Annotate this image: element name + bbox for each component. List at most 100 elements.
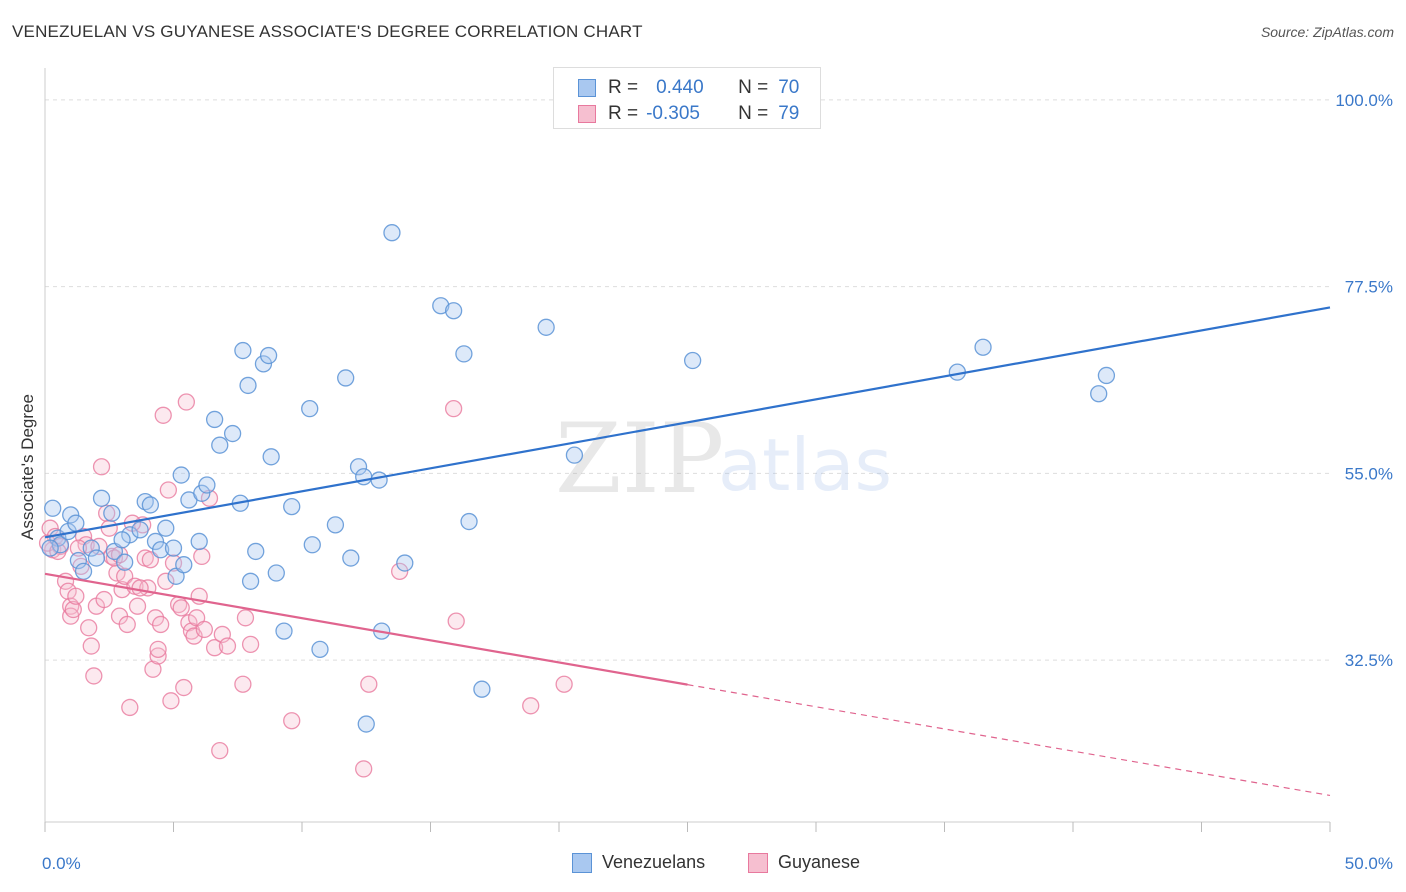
guyanese-point (118, 615, 136, 634)
n-label: N = (738, 103, 769, 124)
venezuelans-point (234, 341, 252, 360)
guyanese-point (236, 609, 255, 627)
venezuelans-point (164, 539, 183, 557)
gridlines (45, 99, 1330, 661)
venezuelans-point (74, 562, 93, 580)
venezuelans-point (175, 556, 193, 574)
guyanese-point (154, 406, 172, 424)
guyanese-point (283, 712, 301, 730)
axes (44, 68, 1331, 832)
venezuelans-point (157, 519, 175, 537)
venezuelans-point (87, 549, 106, 567)
guyanese-point (92, 458, 111, 476)
venezuelans-point (565, 446, 584, 464)
guyanese-legend-swatch (748, 852, 768, 873)
guyanese-point (360, 675, 378, 693)
venezuelans-point (92, 489, 111, 507)
venezuelans-point (146, 532, 165, 551)
venezuelans-point (357, 715, 375, 733)
guyanese-point (391, 562, 409, 580)
venezuelans-point (460, 512, 478, 531)
venezuelans-point (683, 351, 702, 370)
guyanese-point (193, 547, 211, 566)
venezuelans-point (116, 553, 134, 571)
venezuelans-point (303, 536, 321, 554)
venezuelans-point (974, 338, 992, 356)
venezuelans-trend-line (44, 306, 1331, 539)
guyanese-point (149, 647, 167, 665)
trend-lines (44, 306, 1331, 797)
venezuelans-point (383, 224, 401, 242)
venezuelans-point (455, 345, 473, 363)
guyanese-trend-extension (687, 684, 1331, 797)
x-tick-label-max: 50.0% (1345, 854, 1393, 873)
venezuelans-points (41, 224, 1116, 733)
legend-row-venezuelans: R = 0.440 N = 70 (578, 76, 799, 100)
venezuelans-point (254, 355, 273, 373)
y-tick-label: 100.0% (1335, 91, 1393, 110)
guyanese-point (141, 551, 160, 569)
venezuelans-point (1097, 366, 1116, 385)
venezuelans-point (267, 564, 285, 582)
guyanese-point (159, 481, 178, 499)
venezuelans-point (241, 572, 260, 590)
venezuelans-point (262, 448, 280, 466)
venezuelans-point (51, 536, 70, 554)
guyanese-point (211, 741, 229, 760)
watermark-atlas: atlas (718, 423, 892, 507)
venezuelans-point (113, 531, 131, 549)
guyanese-point (100, 519, 118, 537)
venezuelans-point (311, 640, 329, 659)
venezuelans-point (239, 376, 257, 395)
guyanese-point (447, 612, 465, 630)
venezuelans-point (141, 496, 160, 514)
r-label: R = (608, 77, 639, 98)
guyanese-point (241, 635, 260, 654)
venezuelans-swatch (578, 79, 596, 97)
guyanese-point (177, 393, 196, 411)
guyanese-swatch (578, 105, 596, 123)
guyanese-legend-label: Guyanese (778, 852, 861, 872)
venezuelans-point (103, 504, 121, 522)
guyanese-point (116, 567, 134, 585)
watermark: ZIP atlas (555, 403, 892, 515)
x-tick-label-min: 0.0% (42, 854, 81, 873)
guyanese-point (172, 599, 190, 617)
venezuelans-legend-swatch (572, 852, 592, 873)
r-value: -0.305 (646, 103, 700, 124)
y-tick-label: 32.5% (1345, 651, 1393, 670)
guyanese-point (121, 698, 139, 717)
venezuelans-point (349, 458, 368, 476)
x-tick-labels: 0.0% 50.0% (42, 854, 1393, 873)
guyanese-point (95, 590, 113, 609)
venezuelans-point (537, 318, 555, 336)
guyanese-points (38, 393, 573, 778)
venezuelans-point (205, 410, 224, 429)
guyanese-point (151, 615, 170, 634)
stats-legend: R = 0.440 N = 70 R = -0.305 N = 79 (553, 67, 821, 129)
legend-item-venezuelans: Venezuelans (572, 852, 705, 873)
venezuelans-point (44, 499, 62, 517)
legend-row-guyanese: R = -0.305 N = 79 (578, 102, 799, 126)
guyanese-point (162, 692, 180, 710)
n-label: N = (738, 77, 769, 98)
venezuelans-point (342, 549, 360, 567)
venezuelans-point (370, 471, 388, 489)
venezuelans-legend-label: Venezuelans (602, 852, 706, 872)
guyanese-point (128, 597, 147, 615)
venezuelans-point (337, 369, 355, 387)
legend-item-guyanese: Guyanese (748, 852, 860, 873)
venezuelans-point (69, 551, 88, 570)
guyanese-point (205, 639, 224, 657)
guyanese-point (131, 579, 149, 597)
r-value: 0.440 (656, 77, 704, 98)
venezuelans-point (473, 680, 491, 698)
venezuelans-point (62, 506, 80, 524)
guyanese-point (85, 667, 103, 685)
chart-title: VENEZUELAN VS GUYANESE ASSOCIATE'S DEGRE… (12, 22, 643, 41)
guyanese-point (67, 587, 85, 605)
guyanese-point (175, 678, 193, 697)
guyanese-point (555, 675, 573, 693)
venezuelans-point (247, 542, 265, 561)
